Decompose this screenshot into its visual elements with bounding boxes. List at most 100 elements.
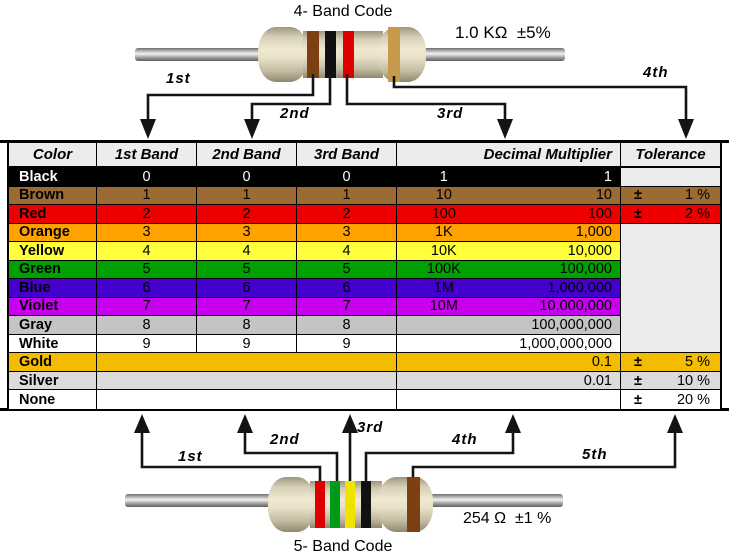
multiplier-short-value: 1M [433,279,454,296]
color-cell: None [9,390,97,409]
multiplier-long-value: 10,000,000 [539,298,612,315]
multiplier-cell [397,390,621,409]
band-2-cell: 9 [197,334,297,354]
band-2-cell: 4 [197,242,297,261]
tolerance-value: 2 % [685,205,710,222]
color-cell: Yellow [9,242,97,261]
tolerance-cell: ±20 % [621,390,720,409]
tolerance-cell [621,279,720,298]
arrowhead-3rd-top [497,119,513,139]
arrow-label-2nd-bottom: 2nd [270,431,300,448]
tolerance-cell: ±5 % [621,353,720,372]
red-band [315,481,325,528]
arrow-label-1st-bottom: 1st [178,448,203,465]
multiplier-cell: 10K 10,000 [397,242,621,261]
multiplier-short-value: 1K [434,224,453,241]
multiplier-short-value: 100 [431,205,456,222]
multiplier-cell: 0.1 [397,353,621,372]
table-row-brown: Brown 1 1 1 10 10 ±1 % [9,186,720,206]
brown-band [407,477,420,532]
band-1-cell: 2 [97,205,197,224]
tolerance-cell [621,297,720,317]
band-3-cell: 3 [297,223,397,243]
band-2-cell: 1 [197,186,297,206]
color-cell: Silver [9,371,97,391]
table-row-blue: Blue 6 6 6 1M 1,000,000 [9,279,720,298]
table-row-red: Red 2 2 2 100 100 ±2 % [9,205,720,224]
band-3-cell: 0 [297,168,397,187]
brown-band [307,31,319,78]
multiplier-long-value: 1 [603,168,612,185]
multiplier-short-value: 100K [426,261,461,278]
arrow-label-4th-bottom: 4th [452,431,478,448]
black-band [361,481,371,528]
tolerance-value: 5 % [685,354,710,371]
color-cell: Violet [9,297,97,317]
tolerance-cell [621,334,720,354]
tolerance-cell: ±1 % [621,186,720,206]
band-2-cell: 2 [197,205,297,224]
multiplier-cell: 10M 10,000,000 [397,297,621,317]
plus-minus-sign: ± [634,187,642,204]
color-cell: Gray [9,316,97,335]
table-row-black: Black 0 0 0 1 1 [9,168,720,187]
multiplier-short-value: 1 [439,168,448,185]
tolerance-cell: ±10 % [621,371,720,391]
table-row-gold: Gold 0.1 ±5 % [9,353,720,372]
band-3-cell: 8 [297,316,397,335]
table-row-violet: Violet 7 7 7 10M 10,000,000 [9,297,720,317]
band-3-cell: 6 [297,279,397,298]
yellow-band [345,481,355,528]
resistor-left-cap [268,477,315,532]
multiplier-cell: 1,000,000,000 [397,334,621,354]
header-color: Color [9,143,97,168]
plus-minus-sign: ± [634,372,642,389]
multiplier-short-value: 10K [430,242,457,259]
bands-merged-cell [97,353,397,372]
band-2-cell: 0 [197,168,297,187]
color-cell: Blue [9,279,97,298]
multiplier-long-value: 1,000,000,000 [519,335,612,352]
arrow-label-5th-bottom: 5th [582,446,608,463]
resistor-right-cap [378,477,433,532]
color-cell: Brown [9,186,97,206]
multiplier-long-value: 100,000 [559,261,612,278]
plus-minus-sign: ± [634,205,642,222]
top-resistor-value: 1.0 KΩ ±5% [455,23,551,42]
tolerance-cell [621,168,720,187]
header-1st-band: 1st Band [97,143,197,168]
tolerance-cell [621,316,720,335]
multiplier-cell: 1M 1,000,000 [397,279,621,298]
green-band [330,481,340,528]
tolerance-cell [621,242,720,261]
bands-merged-cell [97,371,397,391]
table-row-yellow: Yellow 4 4 4 10K 10,000 [9,242,720,261]
plus-minus-sign: ± [634,354,642,371]
band-1-cell: 6 [97,279,197,298]
tolerance-value: 1 % [685,187,710,204]
header-multiplier: Decimal Multiplier [397,143,621,168]
band-3-cell: 2 [297,205,397,224]
arrowhead-4th-top [678,119,694,139]
multiplier-long-value: 100,000,000 [531,317,612,334]
band-2-cell: 5 [197,260,297,280]
table-header-row: Color 1st Band 2nd Band 3rd Band Decimal… [9,143,720,168]
bottom-resistor-value: 254 Ω ±1 % [463,510,552,527]
color-cell: Orange [9,223,97,243]
band-1-cell: 9 [97,334,197,354]
multiplier-long-value: 0.01 [583,372,612,389]
arrow-label-3rd-bottom: 3rd [357,419,384,436]
band-3-cell: 9 [297,334,397,354]
multiplier-cell: 0.01 [397,371,621,391]
multiplier-cell: 100 100 [397,205,621,224]
gold-band [388,27,400,82]
band-1-cell: 0 [97,168,197,187]
tolerance-value: 10 % [676,372,710,389]
band-1-cell: 7 [97,297,197,317]
multiplier-long-value: 10 [595,187,612,204]
resistor-right-cap [378,27,426,82]
black-band [325,31,336,78]
color-cell: Red [9,205,97,224]
